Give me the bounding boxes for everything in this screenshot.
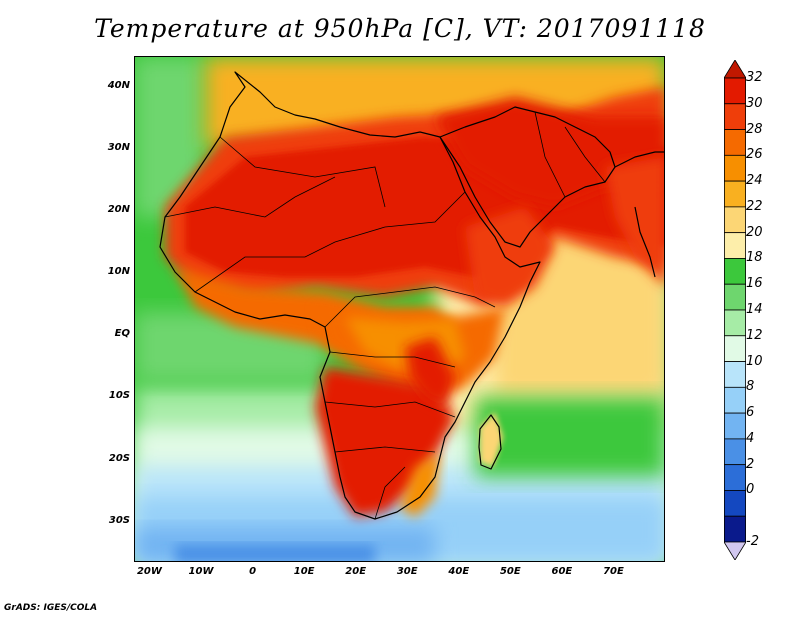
longitude-label: 40E — [448, 566, 470, 577]
latitude-label: 20N — [107, 204, 130, 216]
latitude-label: 10S — [108, 390, 130, 402]
colorbar-label: 32 — [746, 70, 763, 85]
colorbar-swatch — [724, 258, 746, 285]
colorbar-swatch — [724, 129, 746, 156]
temperature-fill — [135, 57, 664, 561]
colorbar-swatch — [724, 464, 746, 491]
colorbar-label: 10 — [746, 353, 763, 369]
colorbar-swatch — [724, 361, 746, 388]
longitude-label: 50E — [499, 566, 521, 577]
longitude-label: 10E — [293, 566, 315, 577]
longitude-label: 10W — [188, 566, 214, 577]
colorbar-label: 6 — [746, 405, 755, 421]
longitude-label: 20W — [136, 566, 162, 577]
colorbar-swatch — [724, 232, 746, 259]
colorbar-swatch — [724, 77, 746, 105]
colorbar-label: 16 — [746, 276, 763, 292]
borders — [164, 111, 606, 520]
colorbar-swatch — [724, 438, 746, 466]
latitude-label: 10N — [107, 266, 130, 278]
latitude-label: 40N — [107, 80, 130, 92]
colorbar-label: 4 — [746, 430, 755, 446]
credit-text: GrADS: IGES/COLA — [4, 603, 98, 613]
latitude-label: 30N — [107, 142, 130, 154]
colorbar — [724, 60, 746, 560]
longitude-label: 20E — [345, 566, 367, 577]
map-panel — [134, 56, 665, 562]
colorbar-label: 12 — [746, 327, 763, 343]
colorbar-swatch — [724, 490, 746, 517]
colorbar-over-arrow — [724, 60, 746, 79]
colorbar-swatch — [724, 412, 746, 440]
longitude-label: 60E — [551, 566, 573, 577]
colorbar-label: -2 — [746, 534, 759, 549]
colorbar-under-arrow — [724, 541, 746, 560]
colorbar-label: 0 — [746, 482, 755, 498]
colorbar-label: 30 — [746, 95, 763, 111]
colorbar-label: 14 — [746, 302, 763, 317]
map-title: Temperature at 950hPa [C], VT: 201709111… — [94, 14, 706, 43]
colorbar-label: 24 — [746, 173, 763, 189]
colorbar-swatch — [724, 103, 746, 130]
colorbar-label: 20 — [746, 224, 763, 240]
colorbar-swatch — [724, 309, 746, 337]
colorbar-swatch — [724, 283, 746, 311]
colorbar-label: 28 — [746, 121, 763, 137]
colorbar-label: 2 — [746, 456, 755, 472]
longitude-label: 0 — [249, 566, 257, 577]
colorbar-swatch — [724, 180, 746, 208]
latitude-label: EQ — [114, 328, 130, 340]
colorbar-label: 8 — [746, 379, 755, 395]
colorbar-label: 26 — [746, 147, 763, 163]
colorbar-label: 22 — [746, 198, 763, 214]
longitude-label: 70E — [603, 566, 624, 577]
colorbar-swatch — [724, 154, 746, 182]
colorbar-label: 18 — [746, 250, 763, 266]
latitude-label: 30S — [108, 514, 130, 526]
longitude-label: 30E — [396, 566, 418, 577]
colorbar-swatch — [724, 386, 746, 414]
colorbar-swatch — [724, 335, 746, 362]
temperature-map — [135, 57, 664, 561]
colorbar-swatch — [724, 515, 746, 543]
latitude-label: 20S — [108, 452, 130, 464]
colorbar-swatch — [724, 206, 746, 234]
